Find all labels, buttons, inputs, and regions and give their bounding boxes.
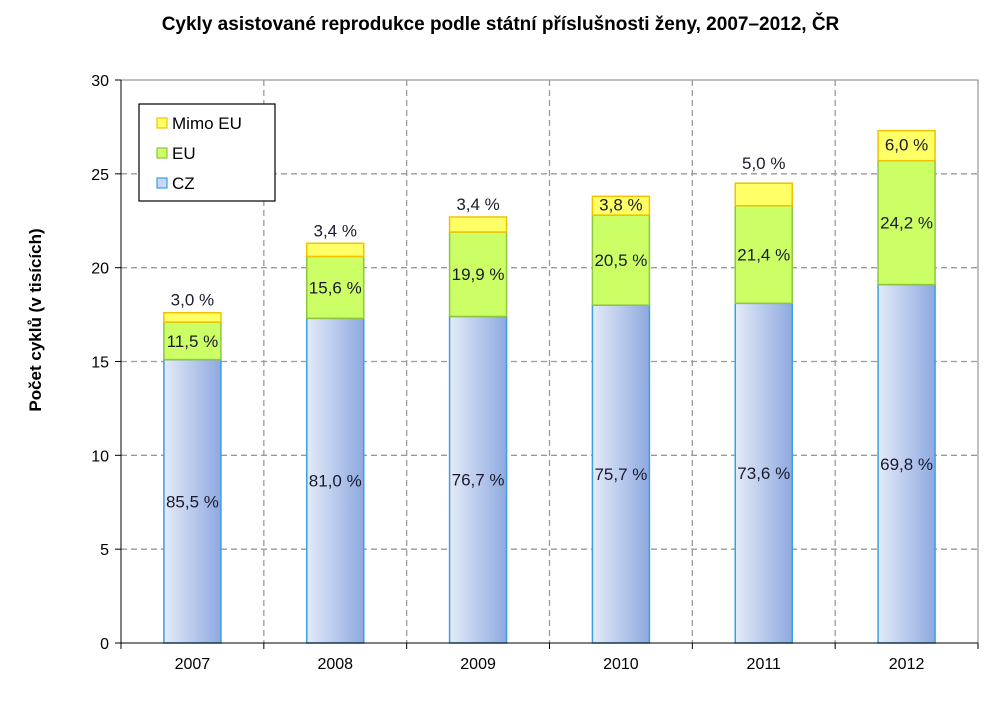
- legend-entry: EU: [172, 144, 196, 163]
- tick-labels: 0 5 10 15 20 25 30 2007 2008 2009 2010 2011 2012: [91, 73, 924, 673]
- legend-swatch: [156, 177, 168, 189]
- bars: [163, 129, 936, 644]
- y-tick-label: 25: [91, 167, 109, 184]
- y-tick-label: 20: [91, 261, 109, 278]
- data-label: 6,0 %: [885, 136, 928, 155]
- data-label: 5,0 %: [742, 154, 785, 173]
- bar-cz: [306, 317, 365, 644]
- data-label: 3,4 %: [456, 195, 499, 214]
- bar-cz: [734, 302, 793, 644]
- bar-eu: [306, 255, 365, 320]
- data-label: 20,5 %: [594, 251, 647, 270]
- bar-cz: [448, 315, 508, 644]
- x-tick-label: 2008: [317, 656, 353, 673]
- data-label: 81,0 %: [309, 472, 362, 491]
- data-label: 11,5 %: [167, 332, 219, 351]
- bar-mimo-eu: [306, 242, 365, 258]
- bar-mimo-eu: [877, 129, 936, 162]
- bar-mimo-eu: [448, 216, 508, 233]
- legend: Mimo EU EU CZ: [138, 103, 276, 202]
- x-tick-label: 2010: [603, 656, 639, 673]
- data-label: 3,8 %: [599, 196, 642, 215]
- y-tick-label: 5: [100, 542, 109, 559]
- gridlines: [120, 79, 979, 644]
- bar-eu: [163, 321, 222, 361]
- legend-swatch: [156, 117, 168, 129]
- chart-title: Cykly asistované reprodukce podle státní…: [161, 14, 840, 35]
- bar-mimo-eu: [163, 311, 222, 323]
- y-tick-label: 10: [91, 448, 109, 465]
- bar-cz: [591, 304, 651, 644]
- data-label: 75,7 %: [594, 465, 647, 484]
- data-label: 24,2 %: [880, 214, 933, 233]
- x-tick-label: 2011: [747, 656, 782, 673]
- x-tick-label: 2009: [460, 656, 496, 673]
- data-label: 3,0 %: [171, 291, 214, 310]
- bar-eu: [734, 204, 793, 305]
- bar-mimo-eu: [734, 182, 793, 207]
- data-label: 3,4 %: [314, 221, 357, 240]
- data-label: 15,6 %: [309, 278, 362, 297]
- data-label: 19,9 %: [452, 265, 505, 284]
- y-tick-label: 30: [91, 73, 109, 90]
- y-tick-label: 15: [91, 355, 109, 372]
- legend-entry: Mimo EU: [172, 114, 242, 133]
- legend-entry: CZ: [172, 174, 195, 193]
- legend-swatch: [156, 147, 168, 159]
- data-label: 73,6 %: [737, 464, 790, 483]
- bar-eu: [591, 214, 651, 306]
- data-label: 69,8 %: [880, 455, 933, 474]
- data-label: 85,5 %: [166, 492, 219, 511]
- axes: [115, 79, 979, 649]
- data-label: 76,7 %: [452, 471, 505, 490]
- data-labels: 85,5 % 11,5 % 3,0 % 81,0 % 15,6 % 3,4 % 76,7 %…: [166, 136, 933, 512]
- x-tick-label: 2007: [175, 656, 211, 673]
- data-label: 21,4 %: [737, 246, 790, 265]
- bar-mimo-eu: [591, 195, 651, 216]
- bar-eu: [448, 231, 508, 318]
- x-tick-label: 2012: [889, 656, 925, 673]
- y-tick-label: 0: [100, 636, 109, 653]
